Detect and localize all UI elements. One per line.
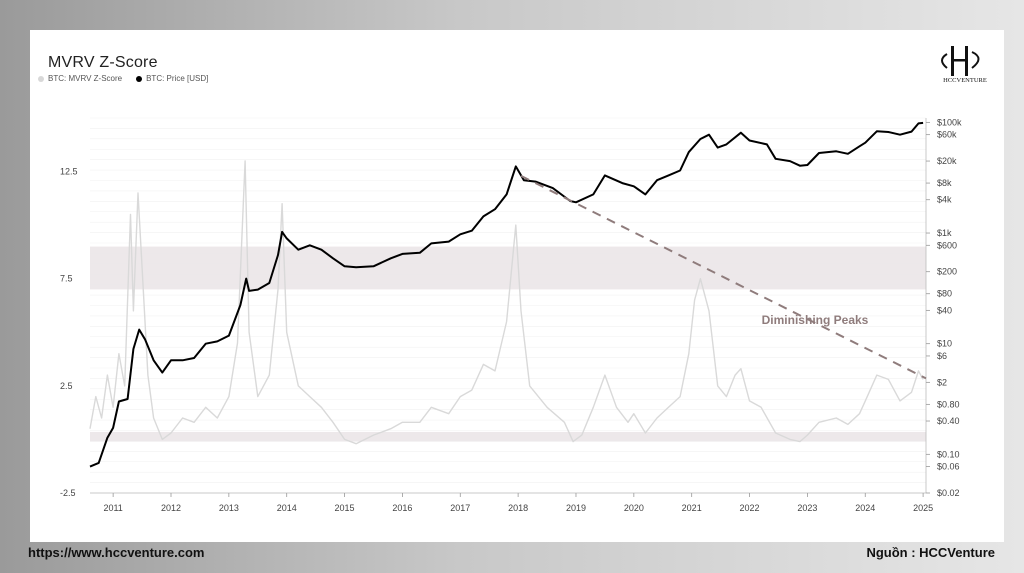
right-tick-label: $100k — [937, 117, 962, 127]
chart-title: MVRV Z-Score — [48, 54, 158, 71]
left-tick-label: 7.5 — [60, 274, 73, 284]
btc-price-line — [89, 121, 924, 468]
hccventure-logo: HCCVENTURE — [935, 42, 995, 102]
mvrv-zscore-line — [89, 160, 924, 445]
right-tick-label: $60k — [937, 130, 957, 140]
x-tick-label: 2011 — [103, 503, 122, 513]
right-tick-label: $0.80 — [937, 399, 960, 409]
x-tick-label: 2014 — [277, 503, 297, 513]
right-tick-label: $200 — [937, 267, 957, 277]
left-tick-label: -2.5 — [60, 488, 76, 498]
x-tick-label: 2019 — [566, 503, 586, 513]
legend-item-mvrv[interactable]: BTC: MVRV Z-Score — [38, 74, 122, 83]
right-tick-label: $20k — [937, 156, 957, 166]
legend-dot-price — [136, 75, 143, 82]
x-tick-label: 2015 — [335, 503, 355, 513]
svg-text:HCCVENTURE: HCCVENTURE — [943, 77, 987, 84]
right-tick-label: $8k — [937, 178, 952, 188]
source-credit: Nguồn : HCCVenture — [866, 545, 995, 560]
right-tick-label: $0.40 — [937, 416, 960, 426]
legend-label-price: BTC: Price [USD] — [146, 74, 209, 83]
x-tick-label: 2023 — [797, 503, 817, 513]
legend-dot-mvrv — [38, 75, 44, 82]
right-tick-label: $40 — [937, 305, 952, 315]
website-url[interactable]: https://www.hccventure.com — [28, 545, 205, 560]
zone-band-0 — [90, 246, 926, 290]
right-tick-label: $2 — [937, 377, 947, 387]
right-tick-label: $0.06 — [937, 462, 960, 472]
x-tick-label: 2024 — [855, 503, 875, 513]
diminishing-peaks-line — [520, 174, 927, 380]
right-tick-label: $0.02 — [937, 488, 960, 498]
right-tick-label: $10 — [937, 339, 952, 349]
right-tick-label: $0.10 — [937, 449, 960, 459]
left-tick-label: 12.5 — [60, 167, 78, 177]
right-tick-label: $6 — [937, 351, 947, 361]
x-tick-label: 2022 — [740, 503, 760, 513]
x-tick-label: 2013 — [219, 503, 239, 513]
x-tick-label: 2021 — [682, 503, 702, 513]
left-tick-label: 2.5 — [60, 381, 73, 391]
chart-legend: BTC: MVRV Z-Score BTC: Price [USD] — [38, 74, 208, 83]
legend-item-price[interactable]: BTC: Price [USD] — [136, 74, 208, 83]
right-tick-label: $600 — [937, 240, 957, 250]
x-tick-label: 2016 — [392, 503, 412, 513]
x-tick-label: 2018 — [508, 503, 528, 513]
right-tick-label: $4k — [937, 195, 952, 205]
x-tick-label: 2025 — [913, 503, 933, 513]
x-tick-label: 2017 — [450, 503, 470, 513]
right-tick-label: $80 — [937, 289, 952, 299]
right-tick-label: $1k — [937, 228, 952, 238]
zone-band-1 — [90, 431, 926, 442]
x-tick-label: 2012 — [161, 503, 181, 513]
legend-label-mvrv: BTC: MVRV Z-Score — [48, 74, 123, 83]
x-tick-label: 2020 — [624, 503, 644, 513]
annotation-label: Diminishing Peaks — [762, 313, 869, 327]
